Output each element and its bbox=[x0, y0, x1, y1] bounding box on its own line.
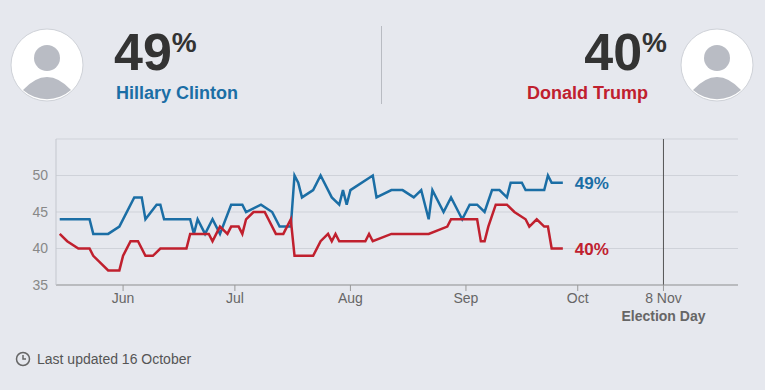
svg-text:49%: 49% bbox=[575, 174, 609, 193]
svg-text:Aug: Aug bbox=[338, 290, 363, 306]
html-text:Donald Trump: Donald Trump bbox=[527, 83, 648, 103]
svg-text:50: 50 bbox=[32, 167, 48, 183]
svg-text:45: 45 bbox=[32, 204, 48, 220]
html-text:Last updated 16 October: Last updated 16 October bbox=[37, 351, 192, 367]
svg-text:Election Day: Election Day bbox=[621, 308, 705, 324]
svg-text:35: 35 bbox=[32, 277, 48, 293]
svg-text:8 Nov: 8 Nov bbox=[645, 290, 682, 306]
svg-text:Jun: Jun bbox=[112, 290, 135, 306]
svg-text:Oct: Oct bbox=[567, 290, 589, 306]
html-text:40%: 40% bbox=[584, 23, 667, 81]
html-text:49%: 49% bbox=[114, 23, 197, 81]
svg-text:40%: 40% bbox=[575, 240, 609, 259]
svg-text:40: 40 bbox=[32, 240, 48, 256]
svg-text:Sep: Sep bbox=[453, 290, 478, 306]
html-text:Hillary Clinton: Hillary Clinton bbox=[116, 83, 238, 103]
svg-text:Jul: Jul bbox=[226, 290, 244, 306]
